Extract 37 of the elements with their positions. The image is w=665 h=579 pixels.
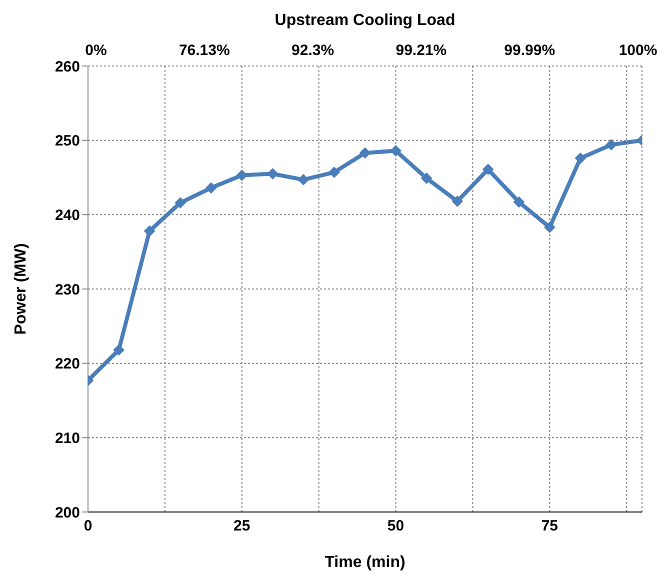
point <box>606 139 617 150</box>
point <box>513 196 524 208</box>
y-axis-title: Power (MW) <box>12 243 30 335</box>
text: 76.13% <box>178 42 230 59</box>
text: 92.3% <box>292 42 334 59</box>
text: 99.99% <box>504 42 556 59</box>
point <box>298 174 309 186</box>
x-axis-title: Time (min) <box>324 554 406 571</box>
text: 100% <box>618 42 658 59</box>
point <box>544 222 556 233</box>
y-tick-label: 200 <box>54 504 80 522</box>
y-tick-label: 210 <box>54 430 80 447</box>
point <box>452 196 463 207</box>
x-tick-label: 75 <box>541 518 558 535</box>
point <box>328 166 340 178</box>
point <box>174 197 186 208</box>
y-tick-label: 250 <box>54 132 80 150</box>
point <box>482 164 494 175</box>
point <box>421 172 432 184</box>
y-tick-label: 260 <box>54 58 80 76</box>
text: 99.21% <box>396 42 447 59</box>
point <box>360 147 370 158</box>
y-tick-label: 220 <box>54 356 80 373</box>
x-tick-label: 0 <box>84 518 92 535</box>
point <box>267 168 278 180</box>
y-tick-label: 240 <box>54 206 80 224</box>
y-tick-label: 230 <box>54 281 80 298</box>
text: 0% <box>85 42 107 59</box>
point <box>113 344 124 356</box>
point <box>144 226 156 237</box>
point <box>206 182 217 194</box>
point <box>236 170 248 181</box>
point <box>390 145 402 156</box>
chart-title: Upstream Cooling Load <box>274 12 456 30</box>
point <box>574 152 586 164</box>
x-tick-label: 50 <box>387 518 404 535</box>
x-tick-label: 25 <box>234 518 250 535</box>
